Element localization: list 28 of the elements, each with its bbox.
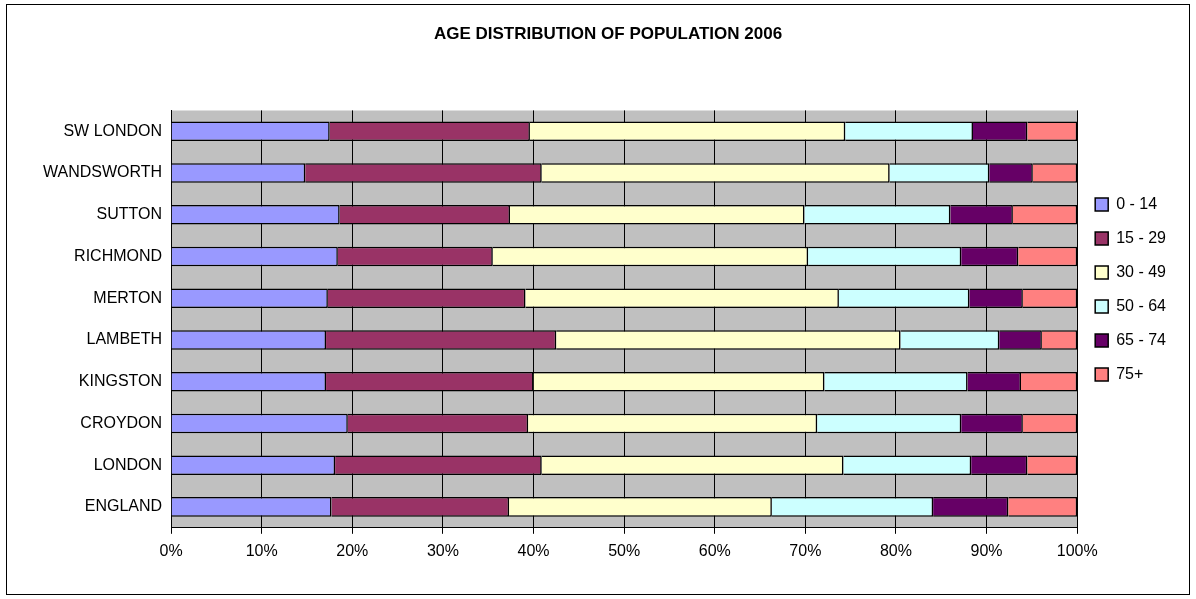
legend-label: 0 - 14 [1116, 194, 1158, 212]
y-tick-label: LAMBETH [86, 330, 163, 348]
y-tick-label: MERTON [93, 288, 163, 306]
legend-label: 75+ [1116, 364, 1144, 382]
x-tick-label: 10% [245, 541, 278, 559]
y-tick-label: RICHMOND [74, 246, 163, 264]
legend-label: 50 - 64 [1116, 296, 1167, 314]
y-tick-label: KINGSTON [78, 372, 163, 390]
x-tick-label: 60% [698, 541, 731, 559]
legend-label: 65 - 74 [1116, 330, 1167, 348]
y-tick-label: LONDON [93, 455, 163, 473]
chart-title: AGE DISTRIBUTION OF POPULATION 2006 [433, 23, 783, 43]
x-tick-label: 70% [789, 541, 822, 559]
legend-label: 15 - 29 [1116, 228, 1167, 246]
x-tick-label: 50% [608, 541, 641, 559]
y-tick-label: WANDSWORTH [42, 163, 163, 181]
y-tick-label: SUTTON [96, 205, 163, 223]
y-tick-label: ENGLAND [84, 497, 163, 515]
x-tick-label: 90% [970, 541, 1003, 559]
x-tick-label: 0% [159, 541, 183, 559]
y-tick-label: SW LONDON [63, 121, 163, 139]
legend-label: 30 - 49 [1116, 262, 1167, 280]
x-tick-label: 20% [336, 541, 369, 559]
x-tick-label: 100% [1056, 541, 1098, 559]
x-tick-label: 40% [517, 541, 550, 559]
y-tick-label: CROYDON [80, 413, 163, 431]
x-tick-label: 80% [879, 541, 912, 559]
x-tick-label: 30% [426, 541, 459, 559]
